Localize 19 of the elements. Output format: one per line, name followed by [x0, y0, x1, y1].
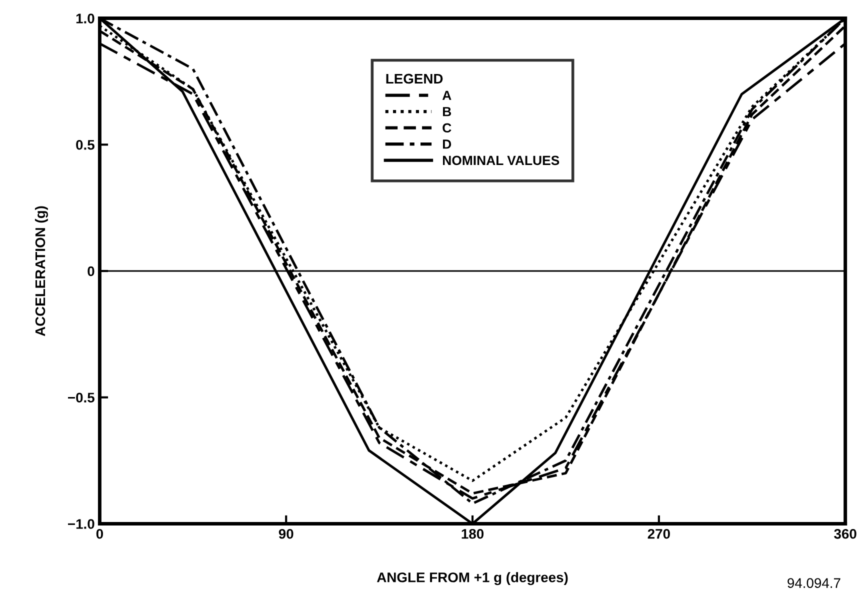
- y-tick-label: 0: [88, 266, 94, 276]
- y-tick-label: −0.5: [68, 392, 94, 403]
- legend-title: LEGEND: [386, 74, 443, 84]
- x-tick-label: 90: [278, 528, 294, 539]
- legend-label: A: [442, 90, 452, 100]
- y-tick-label: 1.0: [76, 14, 94, 24]
- x-tick-label: 270: [648, 528, 670, 539]
- legend-label: D: [442, 140, 452, 149]
- text: 94.094.7: [788, 578, 840, 588]
- y-axis-title: ACCELERATION (g): [34, 206, 48, 336]
- x-tick-label: 360: [834, 528, 856, 539]
- legend-label: B: [442, 107, 452, 116]
- y-tick-label: −1.0: [68, 519, 94, 529]
- x-tick-label: 0: [96, 528, 103, 539]
- x-axis-title: ANGLE FROM +1 g (degrees): [376, 572, 568, 586]
- legend-label: C: [442, 123, 452, 133]
- legend-label: NOMINAL VALUES: [442, 156, 560, 166]
- x-tick-label: 180: [462, 528, 484, 539]
- y-tick-label: 0.5: [76, 140, 94, 150]
